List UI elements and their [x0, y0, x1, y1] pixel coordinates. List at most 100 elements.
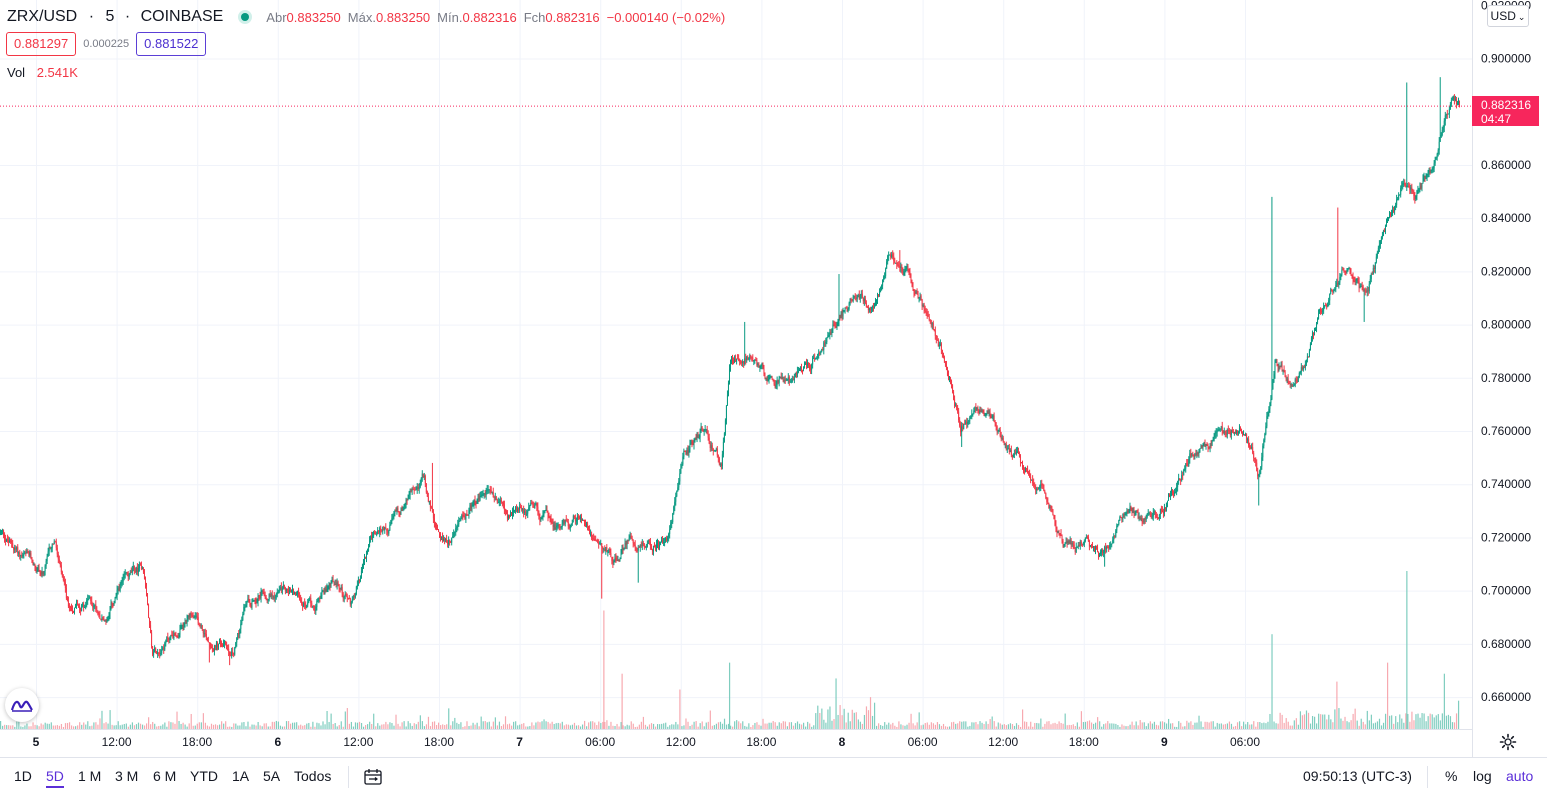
volume-bar [1391, 715, 1393, 729]
volume-bar [547, 721, 549, 729]
volume-bar [289, 723, 292, 729]
candle-body [1158, 514, 1160, 519]
volume-bar [498, 721, 501, 729]
candle-body [538, 511, 540, 517]
date-range-icon[interactable] [363, 768, 383, 786]
candle-body [1126, 510, 1128, 513]
auto-toggle[interactable]: auto [1506, 768, 1534, 784]
candle-body [968, 420, 970, 423]
volume-bar [1178, 721, 1180, 729]
candle-body [630, 535, 632, 539]
candle-body [591, 533, 593, 539]
range-6m[interactable]: 6 M [153, 768, 177, 784]
candle-body [196, 615, 198, 618]
candle-body [526, 513, 528, 515]
candle-body [246, 601, 248, 605]
volume-bar [111, 724, 113, 729]
candle-body [1388, 217, 1390, 220]
candle-body [263, 592, 265, 595]
volume-bar [306, 723, 308, 729]
volume-bar [326, 711, 328, 729]
candle-body [340, 587, 342, 590]
percent-toggle[interactable]: % [1445, 768, 1458, 784]
candle-body [134, 570, 136, 572]
candle-body [644, 546, 646, 548]
volume-bar [1338, 708, 1340, 729]
range-1d[interactable]: 1D [14, 768, 32, 784]
volume-bar [442, 724, 444, 729]
volume-bar [1117, 725, 1119, 729]
volume-bar [884, 722, 886, 729]
candle-body [680, 468, 682, 474]
volume-bar [1005, 725, 1007, 729]
volume-bar [1127, 726, 1129, 729]
volume-bar [1441, 713, 1443, 729]
volume-bar [48, 723, 50, 729]
price-chart[interactable]: 0.9200000.9000000.8600000.8400000.820000… [0, 0, 1547, 757]
candle-body [1270, 398, 1272, 404]
range-5d[interactable]: 5D [46, 768, 64, 788]
candle-body [834, 325, 836, 327]
volume-bar [1370, 714, 1372, 729]
candle-body [1118, 520, 1120, 525]
candle-body [1443, 120, 1445, 128]
bar-countdown: 04:47 [1481, 112, 1512, 126]
candle-body [919, 296, 921, 298]
candle-body [694, 438, 696, 441]
candle-body [125, 572, 127, 574]
candle-body [1184, 468, 1186, 470]
candle-body [669, 529, 671, 534]
volume-bar [1451, 722, 1454, 729]
candle-body [397, 508, 399, 512]
candle-body [1389, 212, 1391, 218]
toolbar-divider [1427, 766, 1428, 788]
candle-body [536, 503, 538, 507]
candle-body [1015, 451, 1017, 454]
range-3m[interactable]: 3 M [115, 768, 139, 784]
log-toggle[interactable]: log [1473, 768, 1492, 784]
candle-body [1328, 300, 1330, 303]
ask-price[interactable]: 0.881522 [136, 32, 207, 56]
candle-body [974, 406, 976, 411]
candle-body [265, 597, 267, 599]
volume-bar [1038, 723, 1040, 729]
candle-body [294, 593, 296, 595]
candle-body [387, 531, 389, 534]
candle-body [751, 356, 753, 359]
symbol-title[interactable]: ZRX/USD · 5 · COINBASE [7, 8, 223, 26]
volume-bar [1303, 714, 1306, 729]
volume-bar [663, 723, 665, 729]
currency-button[interactable]: USD ⌄ [1487, 5, 1529, 27]
candle-body [1218, 429, 1220, 431]
price-tick-label: 0.680000 [1481, 637, 1531, 651]
candle-body [433, 518, 435, 524]
range-all[interactable]: Todos [294, 768, 332, 784]
candle-body [348, 597, 350, 599]
candle-body [422, 473, 424, 477]
volume-bar [1216, 722, 1218, 729]
range-5a[interactable]: 5A [263, 768, 281, 784]
volume-bar [206, 725, 209, 729]
tradingview-logo-icon[interactable] [5, 688, 39, 722]
candle-body [32, 560, 34, 565]
volume-bar [486, 722, 488, 729]
candle-body [1098, 551, 1100, 557]
candle-body [303, 603, 305, 607]
candle-body [308, 599, 310, 603]
candle-body [56, 547, 58, 555]
candle-body [1040, 484, 1042, 487]
volume-bar [419, 715, 421, 729]
volume-bar [431, 721, 434, 729]
range-1a[interactable]: 1A [232, 768, 250, 784]
candle-body [570, 523, 572, 525]
range-ytd[interactable]: YTD [190, 768, 218, 784]
candle-body [1013, 453, 1015, 455]
volume-bar [399, 726, 401, 729]
gear-icon[interactable] [1499, 733, 1517, 751]
range-1m[interactable]: 1 M [78, 768, 102, 784]
candle-body [108, 615, 110, 620]
bid-price[interactable]: 0.881297 [6, 32, 77, 56]
candle-body [463, 515, 465, 518]
candle-body [10, 540, 12, 542]
timezone-clock[interactable]: 09:50:13 (UTC-3) [1303, 768, 1412, 784]
